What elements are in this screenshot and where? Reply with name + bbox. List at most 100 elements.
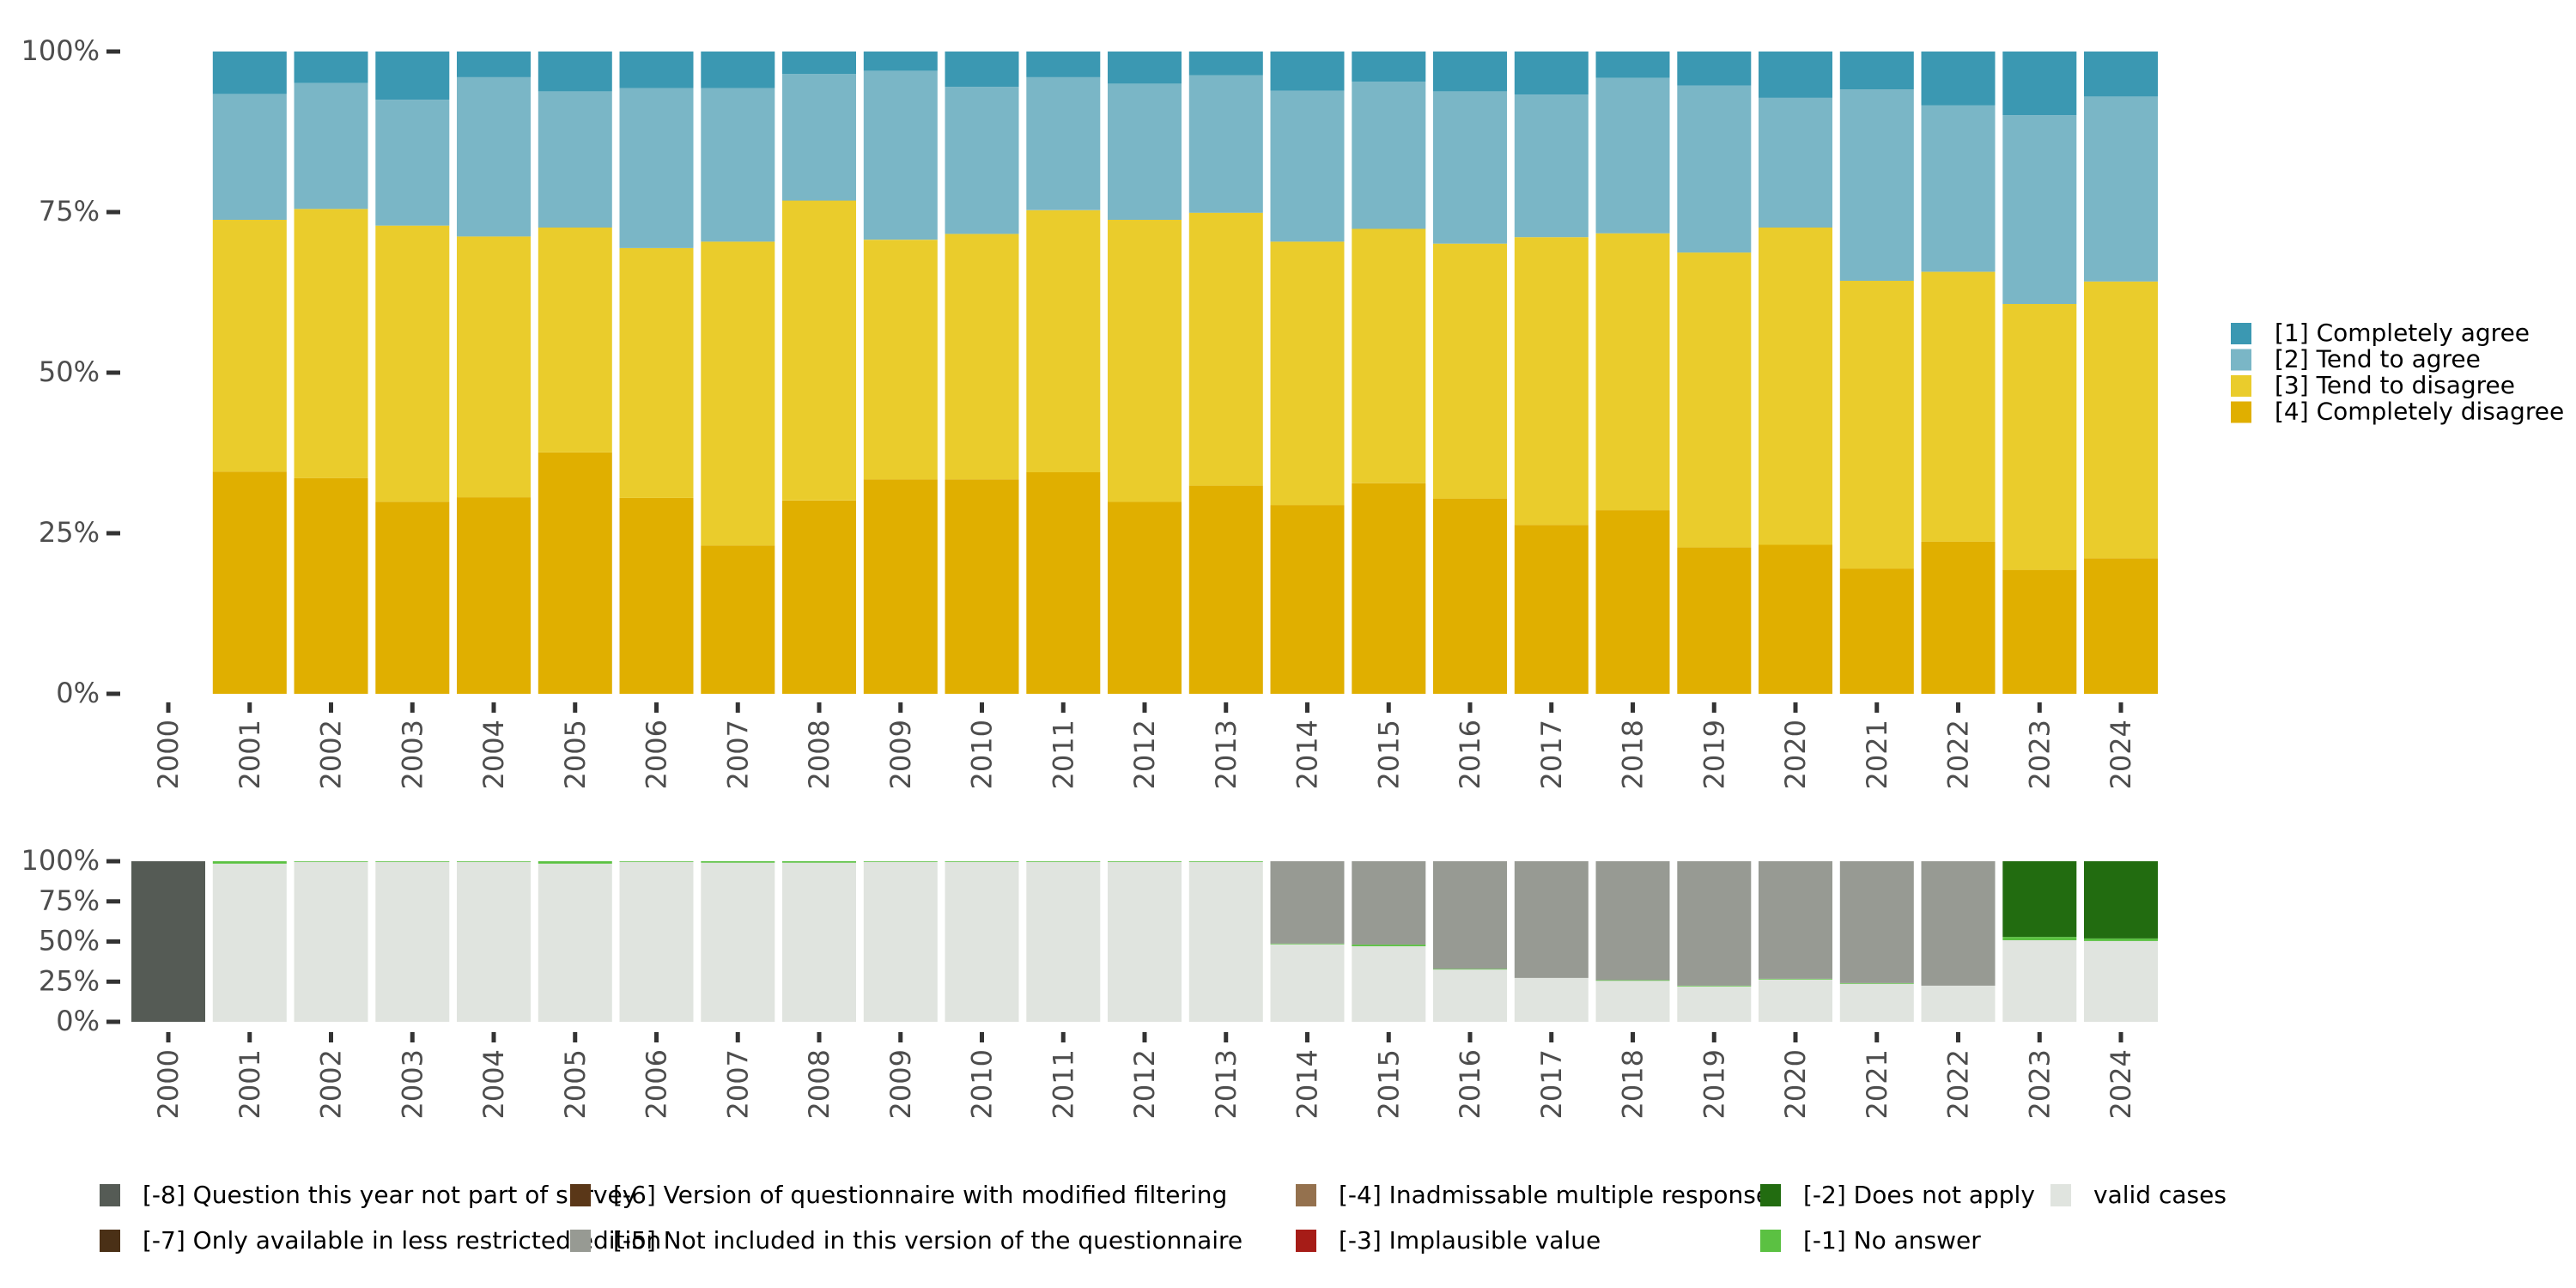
bar-segment-2013-s2 — [1188, 75, 1263, 213]
y-tick-label: 75% — [39, 195, 100, 228]
bar-segment-2014-s1 — [1270, 943, 1345, 945]
bar-segment-2005-s2 — [538, 91, 612, 228]
legend-swatch — [1760, 1184, 1781, 1206]
bar-segment-2018-s3 — [1595, 52, 1670, 78]
x-tick-label: 2000 — [152, 720, 185, 789]
x-tick-label: 2019 — [1698, 1049, 1730, 1119]
bar-segment-2007-s0 — [701, 862, 775, 1022]
legend-swatch — [2231, 401, 2251, 423]
x-tick-label: 2018 — [1617, 1049, 1649, 1119]
bar-segment-2020-s1 — [1759, 228, 1832, 545]
bar-segment-2024-s1 — [2084, 281, 2158, 559]
bar-segment-2014-s1 — [1270, 241, 1345, 506]
bar-segment-2009-s0 — [863, 861, 938, 1022]
bar-segment-2021-s1 — [1839, 281, 1914, 569]
bar-segment-2006-s1 — [619, 861, 694, 862]
y-tick-label: 100% — [21, 34, 100, 67]
bar-segment-2021-s0 — [1839, 983, 1914, 1022]
bar-segment-2017-s1 — [1514, 237, 1589, 526]
bar-segment-2004-s1 — [457, 861, 531, 862]
bar-segment-2024-s0 — [2084, 940, 2158, 1022]
bar-segment-2020-s0 — [1759, 544, 1832, 694]
bottom-plot — [131, 861, 2158, 1022]
bar-segment-2020-s2 — [1759, 97, 1832, 228]
bar-segment-2006-s0 — [619, 497, 694, 694]
bar-segment-2001-s1 — [212, 220, 287, 472]
bar-segment-2018-s1 — [1595, 980, 1670, 981]
x-tick-label: 2004 — [477, 1049, 510, 1119]
bar-segment-2005-s0 — [538, 863, 612, 1022]
bar-segment-2008-s0 — [782, 862, 856, 1022]
bar-segment-2007-s0 — [701, 545, 775, 694]
bar-segment-2018-s1 — [1595, 233, 1670, 511]
legend-label: [-5] Not included in this version of the… — [613, 1226, 1242, 1255]
legend-swatch — [570, 1230, 591, 1252]
bar-segment-2009-s0 — [863, 479, 938, 694]
y-tick-label: 25% — [39, 964, 100, 997]
bar-segment-2018-s5 — [1595, 861, 1670, 981]
bar-segment-2019-s0 — [1677, 986, 1752, 1022]
bar-segment-2003-s0 — [375, 861, 450, 1022]
x-tick-label: 2017 — [1535, 1049, 1568, 1119]
y-tick-label: 0% — [56, 677, 100, 709]
bar-segment-2017-s0 — [1514, 525, 1589, 694]
bar-segment-2014-s0 — [1270, 505, 1345, 694]
x-tick-label: 2009 — [884, 720, 917, 789]
x-tick-label: 2012 — [1128, 1049, 1161, 1119]
bar-segment-2017-s2 — [1514, 94, 1589, 238]
bar-segment-2016-s0 — [1433, 969, 1507, 1022]
x-tick-label: 2015 — [1372, 720, 1405, 789]
x-tick-label: 2022 — [1942, 720, 1975, 789]
bar-segment-2019-s5 — [1677, 861, 1752, 986]
legend-label: [-1] No answer — [1803, 1226, 1981, 1255]
bar-segment-2012-s0 — [1108, 501, 1182, 694]
bar-segment-2013-s0 — [1188, 485, 1263, 694]
x-tick-label: 2024 — [2105, 1049, 2137, 1119]
bar-segment-2015-s2 — [1352, 82, 1426, 229]
bar-segment-2017-s0 — [1514, 977, 1589, 1022]
bar-segment-2021-s0 — [1839, 568, 1914, 694]
legend-label: [-3] Implausible value — [1339, 1226, 1601, 1255]
bar-segment-2017-s5 — [1514, 861, 1589, 978]
y-tick-label: 25% — [39, 516, 100, 549]
bar-segment-2007-s3 — [701, 52, 775, 88]
bar-segment-2006-s1 — [619, 247, 694, 498]
x-tick-label: 2021 — [1861, 1049, 1893, 1119]
legend-swatch — [100, 1184, 120, 1206]
bar-segment-2022-s2 — [1921, 105, 1996, 272]
x-tick-label: 2016 — [1454, 720, 1486, 789]
bar-segment-2000-s8 — [131, 861, 205, 1022]
bar-segment-2020-s5 — [1759, 861, 1832, 979]
bar-segment-2010-s1 — [945, 234, 1019, 480]
x-tick-label: 2019 — [1698, 720, 1730, 789]
bar-segment-2012-s1 — [1108, 220, 1182, 502]
bar-segment-2005-s1 — [538, 861, 612, 864]
bottom-x-axis: 2000 2001 2002 2003 2004 2005 2006 2007 2008 2009… — [152, 1032, 2137, 1119]
bar-segment-2014-s2 — [1270, 90, 1345, 242]
bar-segment-2024-s2 — [2084, 861, 2158, 939]
bar-segment-2014-s0 — [1270, 944, 1345, 1022]
x-tick-label: 2008 — [803, 1049, 835, 1119]
bar-segment-2020-s1 — [1759, 978, 1832, 980]
bar-segment-2015-s0 — [1352, 945, 1426, 1022]
y-tick-label: 100% — [21, 844, 100, 877]
x-tick-label: 2012 — [1128, 720, 1161, 789]
bar-segment-2001-s3 — [212, 52, 287, 94]
x-tick-label: 2014 — [1291, 720, 1324, 789]
bar-segment-2018-s0 — [1595, 980, 1670, 1022]
bar-segment-2004-s3 — [457, 52, 531, 77]
x-tick-label: 2010 — [966, 720, 999, 789]
bar-segment-2002-s1 — [294, 861, 368, 862]
bar-segment-2013-s1 — [1188, 861, 1263, 862]
x-tick-label: 2010 — [966, 1049, 999, 1119]
bar-segment-2014-s5 — [1270, 861, 1345, 944]
bar-segment-2002-s0 — [294, 477, 368, 694]
bar-segment-2023-s2 — [2002, 861, 2077, 938]
bar-segment-2011-s2 — [1026, 76, 1101, 210]
bar-segment-2020-s0 — [1759, 979, 1832, 1022]
bar-segment-2011-s1 — [1026, 861, 1101, 862]
bar-segment-2019-s1 — [1677, 252, 1752, 548]
legend-swatch — [2231, 349, 2251, 371]
bar-segment-2002-s3 — [294, 52, 368, 83]
legend-label: [-8] Question this year not part of surv… — [143, 1181, 636, 1209]
